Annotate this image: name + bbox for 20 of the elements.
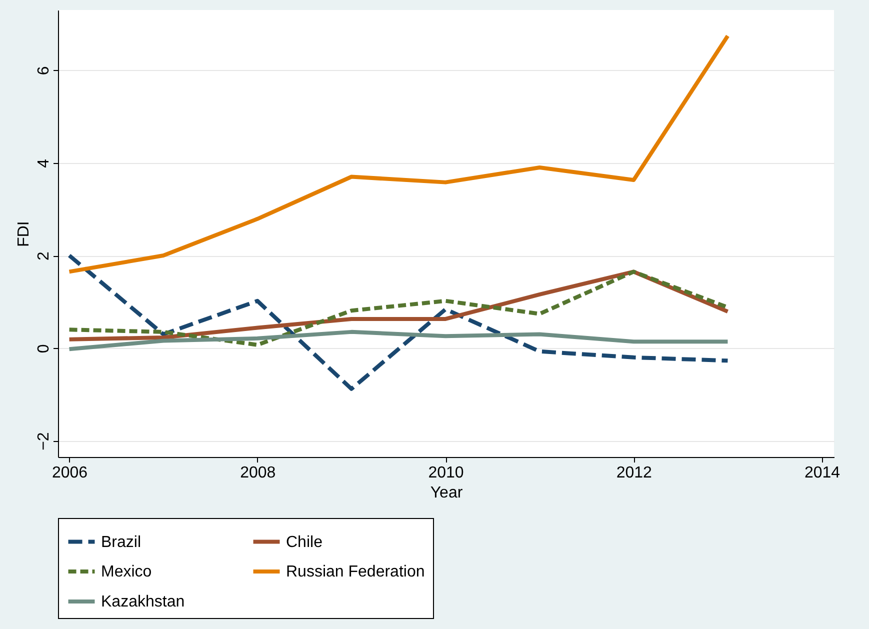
y-tick-label: 6 xyxy=(36,66,52,76)
line-series xyxy=(67,330,730,352)
y-axis-title: FDI xyxy=(16,221,32,247)
y-tick-label: 2 xyxy=(36,251,52,260)
x-axis-title: Year xyxy=(430,484,464,502)
line-series xyxy=(67,254,730,391)
legend-label: Russian Federation xyxy=(286,564,425,580)
legend-label: Brazil xyxy=(101,534,142,551)
x-tick-label: 2014 xyxy=(804,464,840,482)
x-tick-label: 2012 xyxy=(616,464,652,482)
x-tick-label: 2010 xyxy=(428,464,464,482)
x-tick-label: 2006 xyxy=(52,464,88,482)
x-tick-label: 2008 xyxy=(240,464,276,482)
legend-label: Mexico xyxy=(101,564,152,580)
y-tick-label: −2 xyxy=(36,432,52,450)
legend-label: Kazakhstan xyxy=(101,594,185,610)
line-series xyxy=(67,34,730,274)
legend-label: Chile xyxy=(286,534,323,551)
y-tick-label: 4 xyxy=(36,158,52,168)
y-tick-label: 0 xyxy=(36,344,52,354)
